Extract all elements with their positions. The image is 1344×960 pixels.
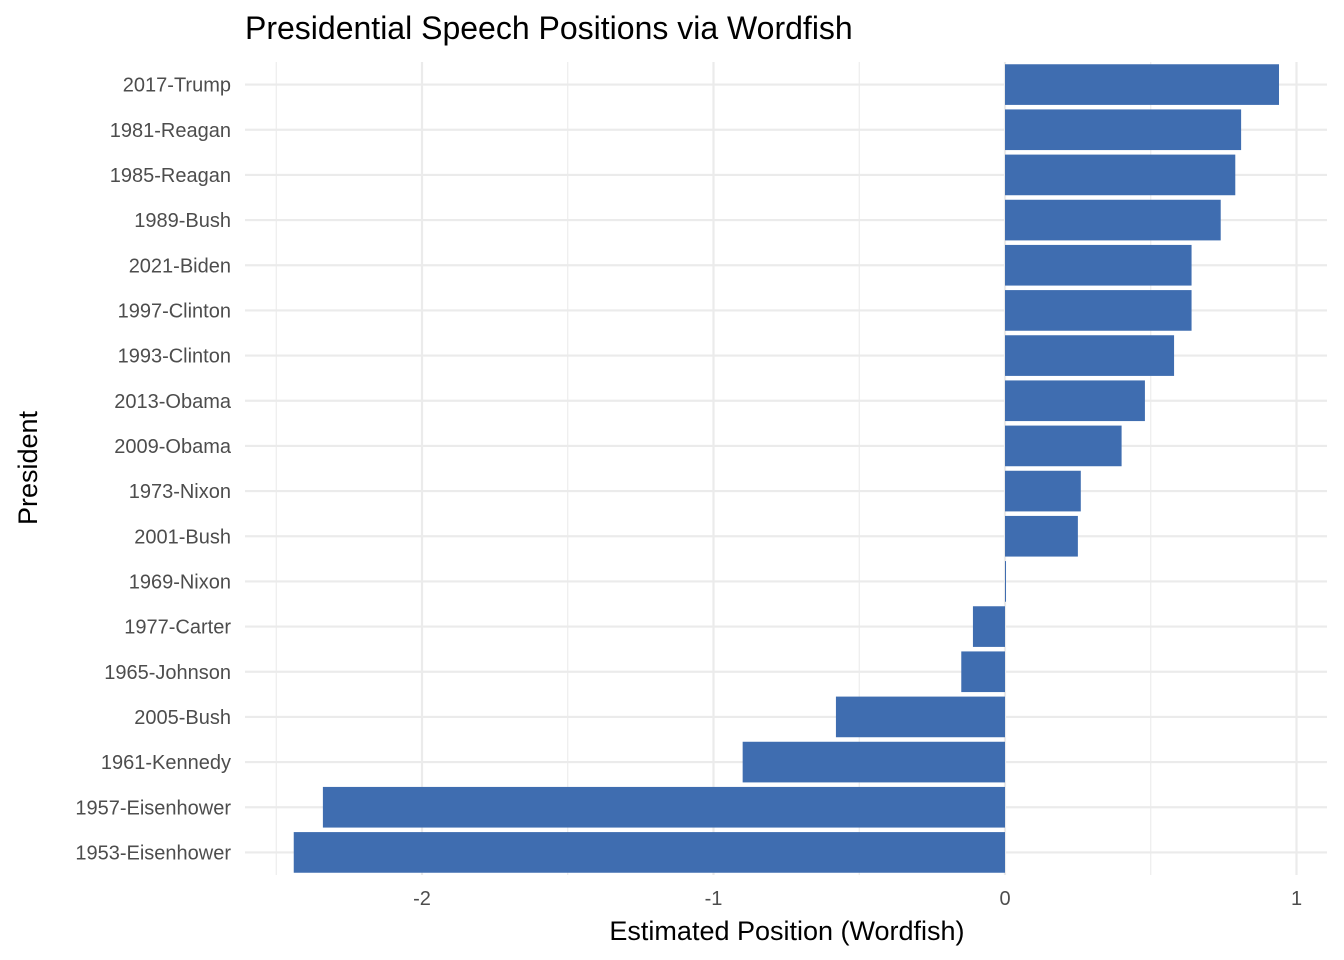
bar xyxy=(1005,245,1192,286)
y-tick-label: 2021-Biden xyxy=(129,255,231,277)
bar xyxy=(1005,516,1078,557)
y-tick-label: 2009-Obama xyxy=(114,436,232,458)
y-tick-label: 1965-Johnson xyxy=(104,662,231,684)
bar xyxy=(294,832,1005,873)
bar xyxy=(961,651,1005,692)
y-tick-label: 1997-Clinton xyxy=(118,300,231,322)
y-tick-label: 2001-Bush xyxy=(134,526,231,548)
bar xyxy=(1005,471,1081,512)
bar xyxy=(1005,64,1279,105)
bar xyxy=(1005,380,1145,421)
bar xyxy=(1005,155,1235,196)
x-axis-title: Estimated Position (Wordfish) xyxy=(609,916,964,946)
bar xyxy=(1005,109,1241,150)
bar xyxy=(1005,561,1006,602)
y-tick-label: 1981-Reagan xyxy=(110,120,231,142)
bar xyxy=(1005,200,1221,241)
x-tick-label: 1 xyxy=(1291,888,1302,910)
bar xyxy=(1005,290,1192,331)
y-tick-label: 2005-Bush xyxy=(134,707,231,729)
y-tick-label: 2013-Obama xyxy=(114,391,232,413)
y-tick-label: 2017-Trump xyxy=(123,75,231,97)
y-axis-title: President xyxy=(13,410,43,525)
y-tick-label: 1961-Kennedy xyxy=(101,752,231,774)
y-tick-label: 1977-Carter xyxy=(124,617,231,639)
x-tick-labels: -2 -1 0 1 xyxy=(413,888,1302,910)
y-tick-label: 1989-Bush xyxy=(134,210,231,232)
bar xyxy=(743,742,1005,783)
y-tick-label: 1953-Eisenhower xyxy=(75,842,231,864)
y-tick-label: 1969-Nixon xyxy=(129,571,231,593)
y-tick-label: 1993-Clinton xyxy=(118,346,231,368)
chart-title: Presidential Speech Positions via Wordfi… xyxy=(245,10,853,46)
bar xyxy=(1005,426,1122,467)
bars xyxy=(294,64,1279,872)
y-tick-labels: 2017-Trump 1981-Reagan 1985-Reagan 1989-Bus… xyxy=(75,75,232,865)
x-tick-label: 0 xyxy=(999,888,1010,910)
bar xyxy=(836,697,1005,738)
bar xyxy=(323,787,1005,828)
y-tick-label: 1985-Reagan xyxy=(110,165,231,187)
y-tick-label: 1957-Eisenhower xyxy=(75,797,231,819)
bar xyxy=(1005,335,1174,376)
bar xyxy=(973,606,1005,647)
x-tick-label: -1 xyxy=(705,888,723,910)
x-tick-label: -2 xyxy=(413,888,431,910)
y-tick-label: 1973-Nixon xyxy=(129,481,231,503)
